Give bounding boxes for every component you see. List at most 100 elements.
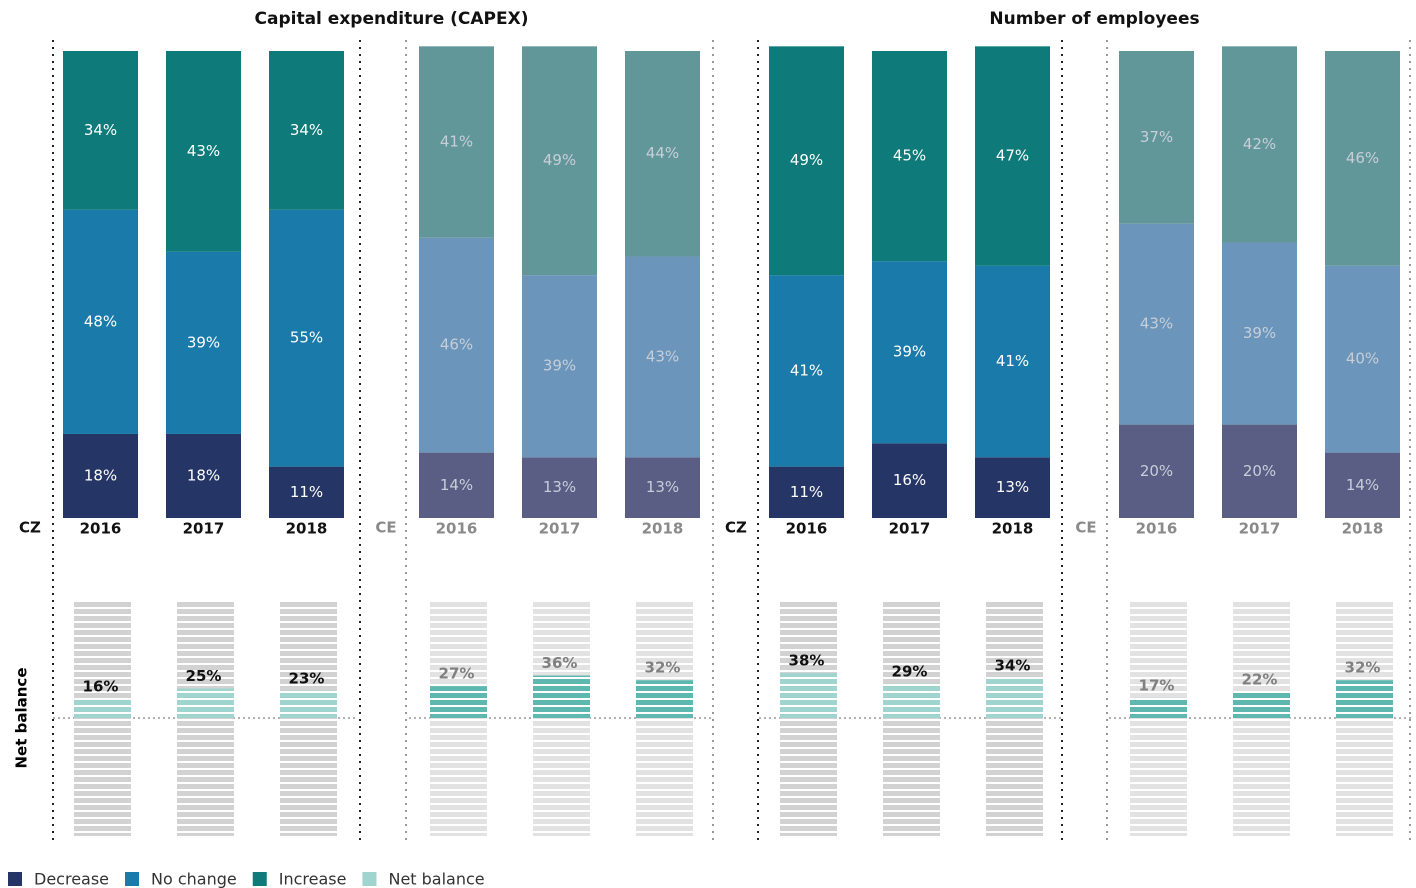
bar-segment	[769, 466, 844, 518]
bar-segment	[269, 466, 344, 518]
net-label: 38%	[789, 652, 825, 670]
segment-label: 46%	[1346, 149, 1379, 167]
bar-segment	[872, 443, 947, 518]
segment-label: 11%	[790, 483, 823, 501]
net-label: 16%	[83, 678, 119, 696]
segment-label: 43%	[1140, 315, 1173, 333]
legend-label: Net balance	[388, 870, 484, 888]
segment-label: 34%	[84, 121, 117, 139]
x-tick-label: 2018	[642, 520, 684, 538]
bar-segment	[769, 275, 844, 467]
segment-label: 44%	[646, 144, 679, 162]
stripes	[280, 600, 337, 836]
segment-label: 39%	[187, 333, 220, 351]
stripes	[1233, 600, 1290, 836]
bar-segment	[1119, 223, 1194, 425]
stripes	[636, 600, 693, 836]
panel-label: CE	[1075, 519, 1096, 537]
x-tick-label: 2018	[992, 520, 1034, 538]
segment-label: 46%	[440, 336, 473, 354]
net-label: 32%	[645, 659, 681, 677]
segment-label: 40%	[1346, 350, 1379, 368]
x-tick-label: 2016	[786, 520, 828, 538]
net-balance-axis-label: Net balance	[13, 668, 31, 769]
bar-segment	[419, 46, 494, 238]
legend-swatch	[125, 872, 140, 886]
bar-segment	[419, 452, 494, 518]
segment-label: 41%	[996, 352, 1029, 370]
stripes	[533, 600, 590, 836]
bar-segment	[975, 46, 1050, 266]
segment-label: 14%	[440, 476, 473, 494]
segment-label: 47%	[996, 147, 1029, 165]
bar-segment	[1325, 51, 1400, 266]
x-tick-label: 2017	[183, 520, 225, 538]
segment-label: 45%	[893, 147, 926, 165]
stripes	[1336, 600, 1393, 836]
chart-title: Number of employees	[989, 9, 1199, 29]
bar-segment	[269, 51, 344, 210]
legend-label: Increase	[279, 870, 347, 888]
segment-label: 13%	[646, 478, 679, 496]
bar-segment	[1325, 265, 1400, 453]
legend-label: Decrease	[34, 870, 109, 888]
stripes	[430, 600, 487, 836]
legend-swatch	[362, 872, 377, 886]
chart-title: Capital expenditure (CAPEX)	[255, 9, 529, 29]
bar-segment	[63, 209, 138, 434]
net-label: 22%	[1242, 671, 1278, 689]
segment-label: 20%	[1140, 462, 1173, 480]
bar-segment	[166, 433, 241, 518]
segment-label: 43%	[187, 142, 220, 160]
net-label: 34%	[995, 656, 1031, 674]
bar-segment	[1119, 424, 1194, 518]
net-label: 27%	[439, 665, 475, 683]
segment-label: 37%	[1140, 128, 1173, 146]
bar-segment	[419, 237, 494, 453]
x-tick-label: 2016	[1136, 520, 1178, 538]
stripes	[780, 600, 837, 836]
segment-label: 39%	[1243, 324, 1276, 342]
segment-label: 16%	[893, 471, 926, 489]
net-label: 17%	[1139, 676, 1175, 694]
segment-label: 20%	[1243, 462, 1276, 480]
segment-label: 49%	[543, 151, 576, 169]
bar-segment	[625, 256, 700, 458]
bar-segment	[166, 251, 241, 434]
panel-label: CZ	[19, 519, 41, 537]
stripes	[177, 600, 234, 836]
net-label: 23%	[289, 669, 325, 687]
stripes	[986, 600, 1043, 836]
x-tick-label: 2017	[889, 520, 931, 538]
bar-segment	[625, 51, 700, 257]
x-tick-label: 2016	[80, 520, 122, 538]
bar-segment	[1222, 46, 1297, 243]
segment-label: 34%	[290, 121, 323, 139]
x-tick-label: 2016	[436, 520, 478, 538]
net-label: 36%	[542, 654, 578, 672]
segment-label: 49%	[790, 151, 823, 169]
segment-label: 39%	[543, 357, 576, 375]
bar-segment	[1222, 424, 1297, 518]
bar-segment	[1222, 242, 1297, 425]
bar-segment	[975, 457, 1050, 518]
x-tick-label: 2018	[286, 520, 328, 538]
stripes	[1130, 600, 1187, 836]
segment-label: 41%	[790, 361, 823, 379]
bar-segment	[975, 265, 1050, 458]
bar-segment	[1119, 51, 1194, 224]
bar-segment	[522, 275, 597, 458]
segment-label: 18%	[84, 466, 117, 484]
bar-segment	[625, 457, 700, 518]
net-label: 29%	[892, 662, 928, 680]
segment-label: 42%	[1243, 135, 1276, 153]
bar-segment	[269, 209, 344, 467]
legend-label: No change	[151, 870, 237, 888]
x-tick-label: 2018	[1342, 520, 1384, 538]
bar-segment	[522, 46, 597, 276]
segment-label: 41%	[440, 133, 473, 151]
segment-label: 39%	[893, 343, 926, 361]
x-tick-label: 2017	[1239, 520, 1281, 538]
segment-label: 43%	[646, 347, 679, 365]
